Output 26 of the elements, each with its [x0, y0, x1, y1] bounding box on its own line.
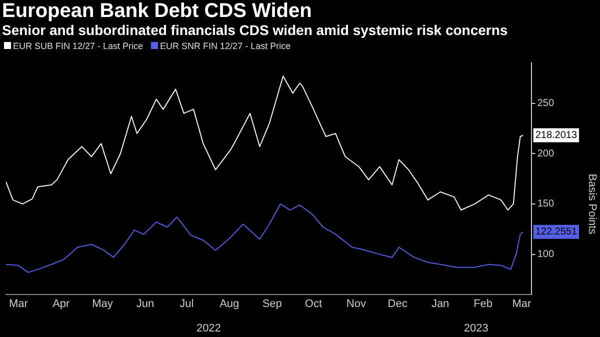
- x-tick-label: May: [92, 298, 114, 310]
- x-tick-label: Feb: [474, 298, 493, 310]
- y-tick-label: 150: [537, 198, 554, 210]
- x-tick-label: Dec: [388, 298, 408, 310]
- y-axis-title: Basis Points: [586, 174, 598, 235]
- x2-tick-label: 2022: [196, 322, 221, 334]
- y-tick-label: 200: [537, 148, 554, 160]
- data-label: 218.2013: [535, 130, 578, 142]
- x-tick-label: Nov: [346, 298, 366, 310]
- x-tick-label: Jun: [136, 298, 154, 310]
- y-tick-label: 100: [537, 249, 554, 260]
- legend-label: EUR SNR FIN 12/27 - Last Price: [159, 41, 291, 51]
- x-tick-label: Mar: [8, 298, 28, 310]
- x-tick-label: Sep: [262, 298, 282, 310]
- x2-tick-label: 2023: [464, 322, 488, 334]
- y-tick-label: 250: [537, 98, 554, 110]
- chart-title: European Bank Debt CDS Widen: [1, 0, 313, 22]
- x-tick-label: Oct: [304, 298, 322, 310]
- x-tick-label: Jul: [180, 298, 194, 310]
- legend-label: EUR SUB FIN 12/27 - Last Price: [12, 41, 144, 51]
- x-tick-label: Jan: [431, 298, 450, 310]
- data-label: 122.2551: [535, 226, 578, 238]
- x-tick-label: Aug: [220, 298, 240, 310]
- chart-subtitle: Senior and subordinated financials CDS widen amid systemic risk concerns: [1, 22, 509, 39]
- x-tick-label: Apr: [52, 298, 70, 310]
- x-tick-label: Mar: [512, 298, 532, 310]
